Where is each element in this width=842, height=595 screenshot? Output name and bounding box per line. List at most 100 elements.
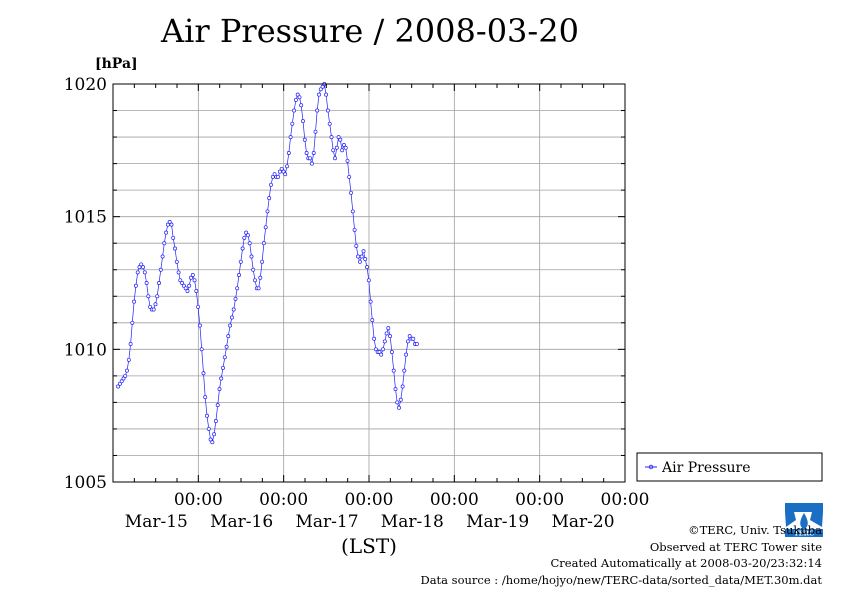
air-pressure-point xyxy=(269,182,273,187)
y-tick-label: 1015 xyxy=(64,208,107,228)
air-pressure-point xyxy=(242,235,247,240)
air-pressure-point xyxy=(174,259,179,264)
terc-logo: TERC xyxy=(785,503,823,538)
air-pressure-point xyxy=(372,336,377,341)
air-pressure-point xyxy=(365,265,369,270)
air-pressure-point xyxy=(235,286,240,291)
air-pressure-point xyxy=(389,350,394,354)
air-pressure-point xyxy=(308,156,313,161)
air-pressure-point xyxy=(356,254,361,259)
copyright-text: ©TERC, Univ. Tsukuba xyxy=(688,523,822,537)
air-pressure-point xyxy=(263,225,268,230)
legend: Air Pressure xyxy=(636,452,823,482)
air-pressure-point xyxy=(405,339,410,344)
air-pressure-point xyxy=(158,267,163,272)
air-pressure-point xyxy=(379,352,384,357)
air-pressure-point xyxy=(178,278,183,283)
air-pressure-point xyxy=(397,405,401,410)
data-source-text: Data source : /home/hojyo/new/TERC-data/… xyxy=(420,572,822,587)
air-pressure-point xyxy=(333,156,337,161)
air-pressure-point xyxy=(381,347,385,352)
air-pressure-point xyxy=(265,209,270,214)
air-pressure-point xyxy=(247,241,252,246)
air-pressure-point xyxy=(187,283,192,288)
created-timestamp-text: Created Automatically at 2008-03-20/23:3… xyxy=(550,556,823,570)
x-tick-date-label: Mar-20 xyxy=(551,512,614,532)
air-pressure-point xyxy=(208,437,213,442)
air-pressure-point xyxy=(165,222,170,227)
air-pressure-point xyxy=(164,230,169,235)
air-pressure-point xyxy=(153,302,158,307)
air-pressure-point xyxy=(133,283,138,288)
air-pressure-point xyxy=(173,246,177,251)
x-tick-date-label: Mar-18 xyxy=(381,512,444,532)
air-pressure-point xyxy=(325,108,330,113)
air-pressure-point xyxy=(297,95,302,100)
series-layer xyxy=(116,82,419,445)
x-tick-date-label: Mar-15 xyxy=(125,512,188,532)
air-pressure-point xyxy=(338,137,343,142)
terc-logo-bottom-band xyxy=(785,529,823,537)
terc-logo-top-band xyxy=(785,503,823,512)
air-pressure-point xyxy=(194,289,199,293)
air-pressure-point xyxy=(117,381,122,386)
axis-layer: 100510101015102000:00Mar-1500:00Mar-1600… xyxy=(64,75,650,532)
air-pressure-point xyxy=(125,368,129,373)
air-pressure-point xyxy=(363,257,368,262)
x-tick-date-label: Mar-16 xyxy=(210,512,273,532)
air-pressure-point xyxy=(196,304,201,309)
air-pressure-point xyxy=(395,400,400,405)
chart-title: Air Pressure / 2008-03-20 xyxy=(161,12,579,50)
air-pressure-point xyxy=(219,376,224,381)
air-pressure-point xyxy=(201,371,206,376)
air-pressure-point xyxy=(398,397,403,402)
air-pressure-point xyxy=(141,265,145,270)
air-pressure-point xyxy=(249,254,254,259)
air-pressure-point xyxy=(373,347,378,352)
air-pressure-point xyxy=(370,318,375,323)
air-pressure-point xyxy=(272,172,277,177)
air-pressure-point xyxy=(181,283,186,288)
x-tick-date-label: Mar-17 xyxy=(295,512,358,532)
air-pressure-point xyxy=(400,384,405,389)
air-pressure-point xyxy=(171,235,176,240)
air-pressure-point xyxy=(343,145,348,150)
x-tick-time-label: 00:00 xyxy=(345,490,394,510)
air-pressure-point xyxy=(402,368,407,373)
air-pressure-point xyxy=(388,334,393,339)
air-pressure-point xyxy=(382,339,387,344)
air-pressure-point xyxy=(126,357,131,362)
x-tick-time-label: 00:00 xyxy=(515,490,564,510)
air-pressure-point xyxy=(357,259,362,264)
air-pressure-point xyxy=(311,151,316,155)
air-pressure-point xyxy=(240,246,245,251)
y-tick-label: 1010 xyxy=(64,340,107,360)
air-pressure-point xyxy=(414,342,419,346)
air-pressure-point xyxy=(299,103,304,108)
air-pressure-point xyxy=(132,299,137,304)
air-pressure-point xyxy=(233,296,238,301)
air-pressure-point xyxy=(217,387,222,392)
legend-label: Air Pressure xyxy=(661,460,751,476)
air-pressure-point xyxy=(393,387,398,392)
air-pressure-point xyxy=(121,376,126,381)
air-pressure-point xyxy=(267,196,272,201)
air-pressure-point xyxy=(148,304,153,309)
air-pressure-point xyxy=(199,347,204,352)
air-pressure-point xyxy=(384,331,389,336)
air-pressure-point xyxy=(116,384,121,389)
air-pressure-point xyxy=(256,286,261,291)
air-pressure-point xyxy=(350,209,355,214)
air-pressure-point xyxy=(277,169,282,174)
air-pressure-point xyxy=(340,148,345,153)
air-pressure-point xyxy=(281,169,286,174)
air-pressure-point xyxy=(212,432,217,437)
air-pressure-point xyxy=(224,344,229,349)
air-pressure-point xyxy=(245,233,250,238)
air-pressure-point xyxy=(279,166,284,171)
air-pressure-point xyxy=(189,275,193,280)
air-pressure-point xyxy=(349,190,353,195)
air-pressure-point xyxy=(359,254,364,259)
